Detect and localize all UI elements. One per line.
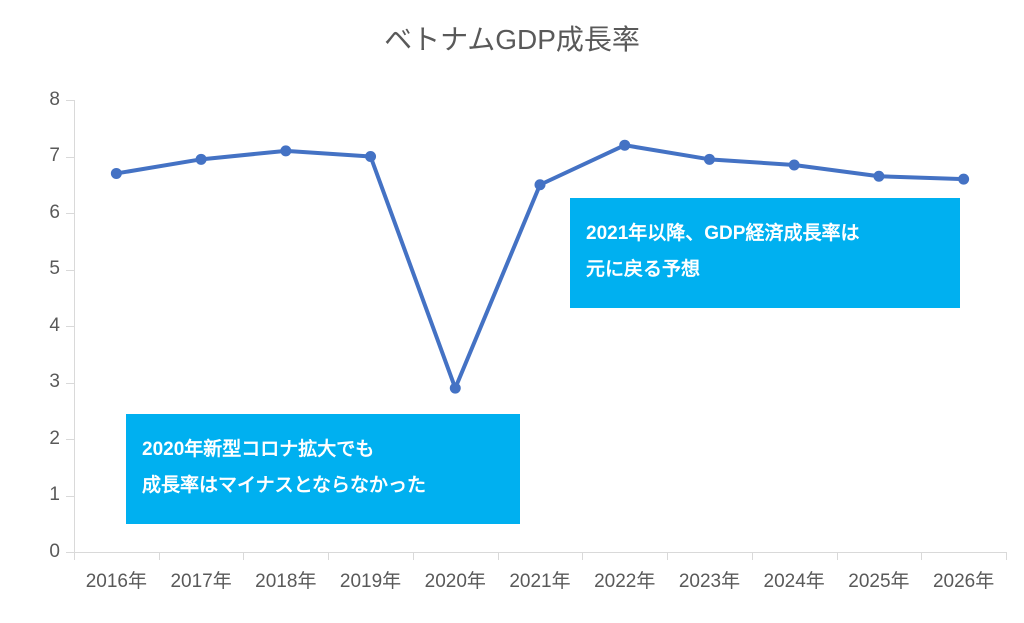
y-tick-label: 0 [49, 541, 60, 563]
callout-line: 2020年新型コロナ拡大でも [142, 432, 504, 468]
y-tick [66, 213, 74, 214]
x-tick [582, 552, 583, 560]
data-point [789, 160, 799, 170]
x-tick [921, 552, 922, 560]
x-tick-label: 2025年 [848, 566, 909, 593]
data-point [704, 154, 714, 164]
y-tick [66, 496, 74, 497]
data-point [959, 174, 969, 184]
y-tick [66, 100, 74, 101]
data-point [281, 146, 291, 156]
y-axis-line [74, 100, 75, 552]
callout-post-2021: 2021年以降、GDP経済成長率は元に戻る予想 [570, 198, 960, 308]
x-tick [1006, 552, 1007, 560]
x-tick-label: 2021年 [509, 566, 570, 593]
callout-line: 元に戻る予想 [586, 252, 944, 288]
callout-line: 成長率はマイナスとならなかった [142, 468, 504, 504]
y-tick-label: 4 [49, 315, 60, 337]
x-tick-label: 2018年 [255, 566, 316, 593]
callout-covid-2020: 2020年新型コロナ拡大でも成長率はマイナスとならなかった [126, 414, 520, 524]
x-tick-label: 2016年 [86, 566, 147, 593]
y-tick [66, 157, 74, 158]
data-point [196, 154, 206, 164]
data-point [620, 140, 630, 150]
data-point [366, 152, 376, 162]
x-tick [328, 552, 329, 560]
y-tick [66, 552, 74, 553]
y-tick-label: 5 [49, 258, 60, 280]
x-tick-label: 2017年 [170, 566, 231, 593]
x-tick-label: 2022年 [594, 566, 655, 593]
y-tick-label: 6 [49, 202, 60, 224]
x-tick [498, 552, 499, 560]
x-tick-label: 2024年 [764, 566, 825, 593]
x-tick [159, 552, 160, 560]
line-chart-svg [0, 0, 1024, 623]
y-tick-label: 1 [49, 484, 60, 506]
x-tick [74, 552, 75, 560]
x-tick [243, 552, 244, 560]
y-tick-label: 3 [49, 371, 60, 393]
y-tick-label: 2 [49, 428, 60, 450]
chart-container: ベトナムGDP成長率 0123456782016年2017年2018年2019年… [0, 0, 1024, 623]
x-axis-line [74, 552, 1006, 553]
x-tick-label: 2020年 [425, 566, 486, 593]
x-tick [667, 552, 668, 560]
y-tick [66, 439, 74, 440]
data-point [450, 383, 460, 393]
y-tick-label: 8 [49, 89, 60, 111]
x-tick-label: 2023年 [679, 566, 740, 593]
y-tick [66, 383, 74, 384]
y-tick-label: 7 [49, 145, 60, 167]
x-tick-label: 2026年 [933, 566, 994, 593]
x-tick [837, 552, 838, 560]
y-tick [66, 270, 74, 271]
x-tick [752, 552, 753, 560]
callout-line: 2021年以降、GDP経済成長率は [586, 216, 944, 252]
y-tick [66, 326, 74, 327]
data-point [874, 171, 884, 181]
data-point [111, 168, 121, 178]
x-tick-label: 2019年 [340, 566, 401, 593]
x-tick [413, 552, 414, 560]
data-point [535, 180, 545, 190]
